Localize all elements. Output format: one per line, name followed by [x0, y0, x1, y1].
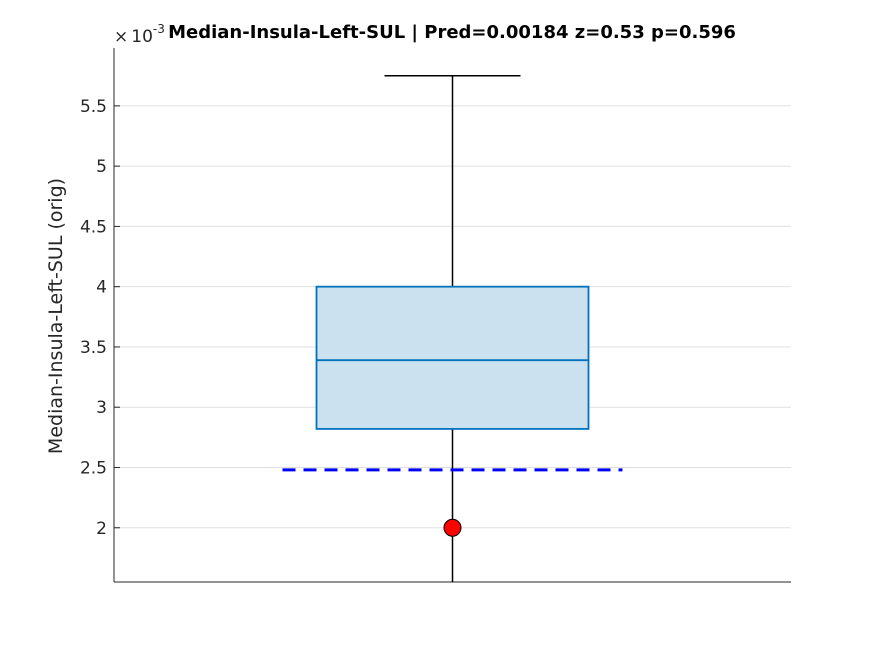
- y-tick-label: 3: [96, 398, 107, 418]
- y-axis-exponent-prefix: ×: [114, 27, 128, 47]
- y-tick-label: 2: [96, 519, 107, 539]
- y-tick-label: 5.5: [80, 97, 107, 117]
- y-axis-exponent-base: 10: [131, 27, 153, 47]
- y-tick-label: 2.5: [80, 458, 107, 478]
- y-tick-label: 3.5: [80, 338, 107, 358]
- y-tick-label: 4: [96, 278, 107, 298]
- y-axis-label: Median-Insula-Left-SUL (orig): [45, 178, 67, 454]
- chart-title: Median-Insula-Left-SUL | Pred=0.00184 z=…: [168, 22, 736, 43]
- y-ticks: 2 2.5 3 3.5 4 4.5 5 5.5: [80, 97, 120, 539]
- box-iqr: [315, 285, 590, 430]
- boxplot: [282, 74, 623, 582]
- predicted-point: [443, 518, 462, 537]
- y-axis-exponent: × 10-3: [114, 22, 165, 47]
- y-tick-label: 4.5: [80, 217, 107, 237]
- y-axis-exponent-power: -3: [153, 22, 165, 36]
- y-tick-label: 5: [96, 157, 107, 177]
